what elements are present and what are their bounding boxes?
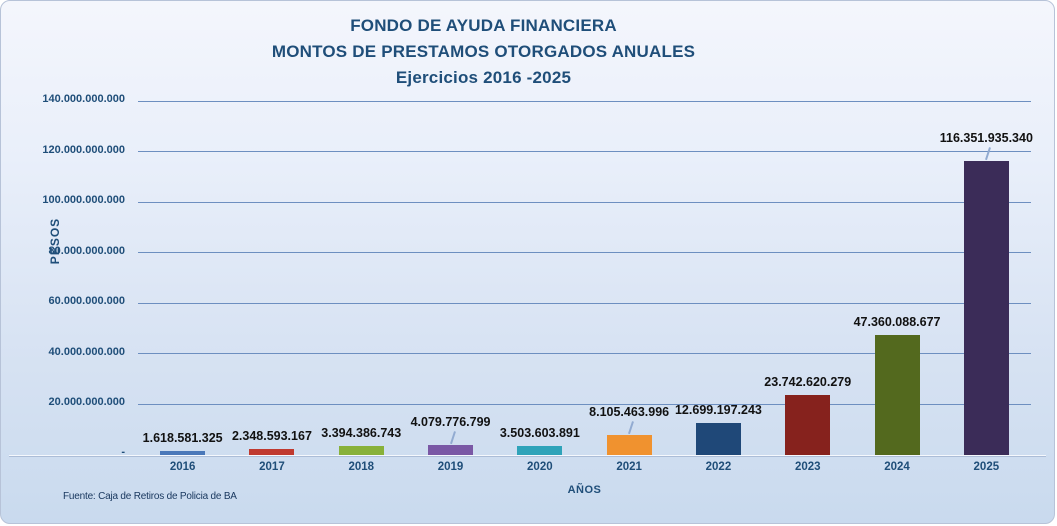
bar-value-label: 3.503.603.891 (499, 426, 580, 441)
y-tick-label: 120.000.000.000 (42, 143, 125, 156)
gridline (138, 302, 1031, 304)
bar-2019 (428, 444, 474, 455)
chart-title-line2: MONTOS DE PRESTAMOS OTORGADOS ANUALES (271, 42, 696, 61)
y-axis-tick-labels: 140.000.000.000 120.000.000.000 100.000.00… (1, 93, 131, 458)
chart-title-line3: Ejercicios 2016 -2025 (395, 68, 572, 87)
leader-line (449, 430, 456, 444)
gridline (138, 353, 1031, 355)
bar-value-label: 1.618.581.325 (142, 430, 223, 445)
gridline (138, 403, 1031, 405)
leader-line (985, 146, 991, 160)
gridline (138, 201, 1031, 203)
bar-value-label: 12.699.197.243 (674, 402, 762, 417)
bar-2016 (160, 450, 206, 455)
x-tick-label: 2017 (259, 461, 285, 473)
gridline (138, 100, 1031, 102)
bar-2021 (606, 434, 652, 455)
bar-2017 (249, 449, 295, 455)
bar-value-label: 116.351.935.340 (939, 130, 1033, 145)
chart-title: FONDO DE AYUDA FINANCIERA MONTOS DE PRES… (131, 13, 836, 91)
y-tick-label: 60.000.000.000 (48, 295, 125, 308)
x-axis-tick-labels: 2016 2017 2018 2019 2020 2021 2022 2023 2024 2025 (138, 461, 1031, 477)
bar-2023 (785, 394, 831, 455)
bar-value-label: 23.742.620.279 (764, 374, 852, 389)
x-tick-label: 2022 (705, 461, 732, 473)
x-tick-label: 2018 (348, 461, 375, 473)
y-tick-label-zero: - (121, 446, 125, 458)
bar-2024 (874, 335, 920, 455)
bar-2020 (517, 446, 563, 455)
x-tick-label: 2019 (437, 461, 464, 473)
bar-value-label: 8.105.463.996 (589, 404, 670, 419)
x-tick-label: 2021 (616, 461, 642, 473)
x-tick-label: 2020 (527, 461, 553, 473)
x-tick-label: 2023 (794, 461, 821, 473)
leader-line (628, 420, 634, 434)
x-tick-label: 2024 (884, 461, 910, 473)
bar-2018 (338, 446, 384, 455)
x-axis-title: AÑOS (567, 484, 602, 496)
x-axis-baseline (9, 455, 1046, 456)
bar-value-label: 47.360.088.677 (853, 315, 941, 330)
bar-value-label: 4.079.776.799 (410, 414, 491, 429)
y-tick-label: 100.000.000.000 (42, 194, 125, 207)
y-tick-label: 20.000.000.000 (48, 396, 125, 409)
y-tick-label: 40.000.000.000 (48, 345, 125, 358)
bar-2025 (963, 160, 1009, 455)
x-tick-label: 2016 (169, 461, 196, 473)
bar-value-label: 3.394.386.743 (321, 426, 402, 441)
bar-2022 (695, 422, 741, 455)
plot-area: 1.618.581.325 2.348.593.167 3.394.386.743 4… (138, 100, 1033, 455)
source-note: Fuente: Caja de Retiros de Policia de BA (63, 491, 237, 502)
y-tick-label: 80.000.000.000 (48, 244, 125, 257)
chart-title-line1: FONDO DE AYUDA FINANCIERA (350, 16, 617, 35)
y-tick-label: 140.000.000.000 (42, 93, 125, 105)
gridline (138, 151, 1031, 153)
gridline (138, 252, 1031, 254)
x-tick-label: 2025 (973, 461, 1000, 473)
bar-value-label: 2.348.593.167 (231, 429, 312, 444)
